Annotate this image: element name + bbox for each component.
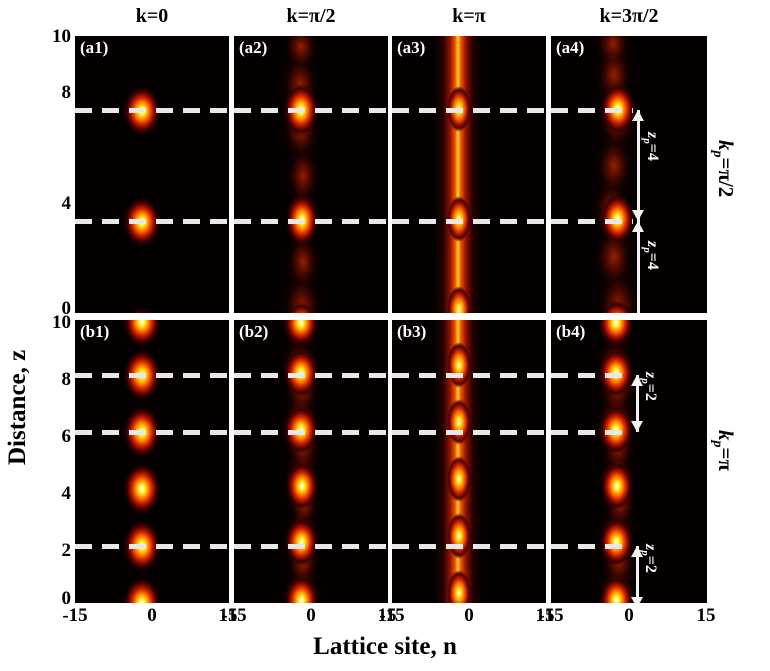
panel-label-b4: (b4) xyxy=(556,322,586,341)
guide-line-z6 xyxy=(234,430,388,435)
guide-line-z8 xyxy=(392,108,546,113)
annotation-arrow-a4-lower xyxy=(630,221,646,313)
heatmap-a2 xyxy=(234,36,388,313)
guide-line-z2 xyxy=(234,544,388,549)
row-label-kp-half-pi: kp=π/2 xyxy=(709,140,738,197)
arrow-shaft xyxy=(635,546,639,603)
panel-a3[interactable]: (a3) xyxy=(392,36,546,313)
ytick-row-a-4: 4 xyxy=(61,193,72,214)
xtick-p1-zero: 0 xyxy=(147,605,157,626)
annotation-zp-value: =4 xyxy=(644,143,661,161)
guide-line-z8 xyxy=(234,108,388,113)
xtick-p4-minus15: -15 xyxy=(538,605,564,626)
guide-line-z6 xyxy=(75,430,229,435)
guide-line-z8 xyxy=(75,373,229,378)
ytick-row-b-4: 4 xyxy=(61,483,72,504)
panel-label-a3: (a3) xyxy=(397,38,426,57)
arrow-shaft xyxy=(636,221,640,313)
arrow-head-up xyxy=(631,546,643,557)
guide-line-z8 xyxy=(551,373,631,378)
panel-a1[interactable]: (a1) xyxy=(75,36,229,313)
guide-line-z4 xyxy=(75,219,229,224)
column-title-k-pi: k=π xyxy=(452,5,486,27)
heatmap-b2 xyxy=(234,320,388,603)
guide-line-z4 xyxy=(551,219,633,224)
column-title-k-half-pi: k=π/2 xyxy=(286,5,336,27)
row-label-sub: p xyxy=(709,440,725,448)
arrow-head-down xyxy=(631,597,643,603)
arrow-shaft xyxy=(636,110,640,221)
heatmap-a4 xyxy=(551,36,707,313)
ytick-row-a-8: 8 xyxy=(61,82,72,103)
heatmap-a1 xyxy=(75,36,229,313)
guide-line-z2 xyxy=(75,544,229,549)
arrow-head-up xyxy=(632,221,644,232)
ytick-row-b-0: 0 xyxy=(61,588,72,609)
annotation-arrow-a4-upper xyxy=(630,110,646,221)
row-label-k: k xyxy=(714,430,738,441)
ytick-row-b-8: 8 xyxy=(61,369,72,390)
panel-label-b3: (b3) xyxy=(397,322,427,341)
guide-line-z2 xyxy=(551,544,631,549)
ytick-row-a-0: 0 xyxy=(61,298,72,319)
row-label-sub: p xyxy=(709,150,725,158)
y-axis-title: Distance, z xyxy=(4,349,31,465)
xtick-p2-plus15: 15 xyxy=(377,605,397,626)
ytick-row-b-6: 6 xyxy=(61,426,72,447)
xtick-p1-plus15: 15 xyxy=(218,605,238,626)
panel-b3[interactable]: (b3) xyxy=(392,320,546,603)
panel-label-a1: (a1) xyxy=(80,38,109,57)
arrow-head-down xyxy=(632,210,644,221)
annotation-zp-value: =4 xyxy=(644,252,661,270)
heatmap-a3 xyxy=(392,36,546,313)
ytick-row-b-2: 2 xyxy=(61,540,72,561)
guide-line-z8 xyxy=(234,373,388,378)
panel-label-b1: (b1) xyxy=(80,322,110,341)
arrow-shaft xyxy=(635,375,639,432)
heatmap-b3 xyxy=(392,320,546,603)
arrow-head-down xyxy=(631,421,643,432)
panel-a4[interactable]: (a4) zp=4 xyxy=(551,36,707,313)
column-title-k-3half-pi: k=3π/2 xyxy=(599,5,659,27)
row-label-kp-pi: kp=π xyxy=(709,430,738,471)
guide-line-z6 xyxy=(392,430,546,435)
column-title-k-0: k=0 xyxy=(135,5,169,27)
guide-line-z8 xyxy=(75,108,229,113)
guide-line-z2 xyxy=(392,544,546,549)
xtick-p1-minus15: -15 xyxy=(62,605,88,626)
panel-b2[interactable]: (b2) xyxy=(234,320,388,603)
xtick-p2-minus15: -15 xyxy=(221,605,247,626)
heatmap-b1 xyxy=(75,320,229,603)
panel-label-a4: (a4) xyxy=(556,38,585,57)
panel-b4[interactable]: (b4) zp=2 xyxy=(551,320,707,603)
xtick-p3-plus15: 15 xyxy=(535,605,555,626)
guide-line-z4 xyxy=(392,219,546,224)
annotation-arrow-b4-lower xyxy=(629,546,645,603)
xtick-p3-zero: 0 xyxy=(464,605,474,626)
arrow-head-up xyxy=(632,110,644,121)
row-label-rest: =π xyxy=(714,447,738,471)
xtick-p3-minus15: -15 xyxy=(379,605,405,626)
xtick-p4-zero: 0 xyxy=(624,605,634,626)
x-axis-title: Lattice site, n xyxy=(313,633,457,660)
guide-line-z4 xyxy=(234,219,388,224)
panel-label-b2: (b2) xyxy=(239,322,269,341)
guide-line-z8 xyxy=(551,108,633,113)
panel-b1[interactable]: (b1) xyxy=(75,320,229,603)
ytick-row-a-10: 10 xyxy=(52,26,71,47)
row-label-rest: =π/2 xyxy=(714,157,738,198)
ytick-row-b-10: 10 xyxy=(52,312,71,333)
xtick-p4-plus15: 15 xyxy=(696,605,716,626)
panel-label-a2: (a2) xyxy=(239,38,268,57)
guide-line-z8 xyxy=(392,373,546,378)
panel-a2[interactable]: (a2) xyxy=(234,36,388,313)
row-label-k: k xyxy=(714,140,738,151)
xtick-p2-zero: 0 xyxy=(306,605,316,626)
annotation-arrow-b4-upper xyxy=(629,375,645,432)
arrow-head-up xyxy=(631,375,643,386)
guide-line-z6 xyxy=(551,430,631,435)
